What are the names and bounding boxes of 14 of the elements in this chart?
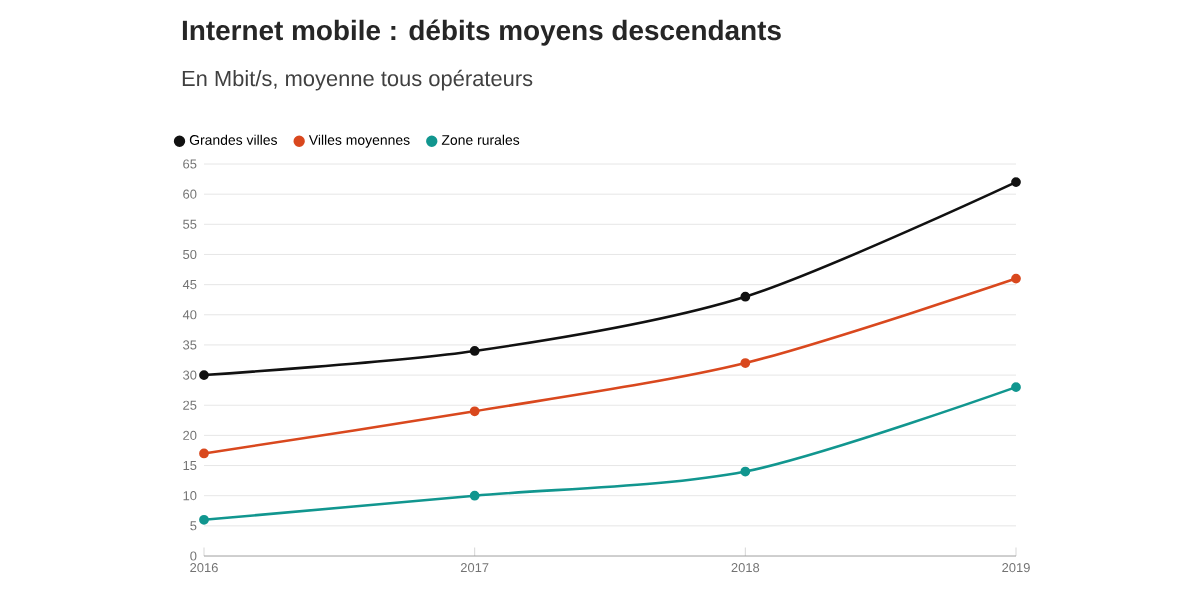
point — [1011, 273, 1021, 284]
point — [469, 490, 480, 501]
point — [199, 514, 209, 525]
point — [1011, 177, 1021, 187]
point — [469, 406, 480, 417]
chart-title: Internet mobile : débits moyens descendants — [182, 19, 781, 46]
point — [740, 291, 751, 302]
point — [1011, 382, 1021, 393]
point — [469, 346, 480, 356]
chart-subtitle: En Mbit/s, moyenne tous opérateurs — [182, 69, 533, 91]
point — [199, 448, 209, 459]
point — [740, 358, 751, 368]
point — [199, 370, 209, 380]
point — [740, 466, 751, 477]
